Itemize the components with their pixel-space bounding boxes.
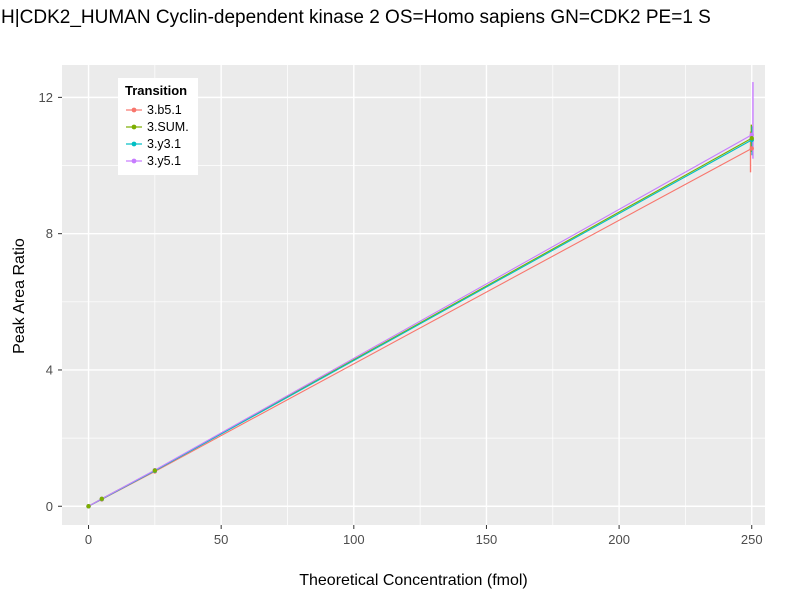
x-tick-label: 50	[214, 532, 228, 547]
data-point-3.y5.1	[749, 132, 754, 138]
y-tick-label: 8	[46, 226, 53, 241]
legend-label: 3.y5.1	[147, 153, 182, 168]
x-tick-label: 250	[741, 532, 763, 547]
legend: Transition 3.b5.1 3.SUM. 3.y3.1 3.y5.1	[118, 78, 198, 175]
y-tick-label: 12	[39, 90, 53, 105]
legend-key-icon	[125, 137, 143, 151]
legend-item-3.b5.1: 3.b5.1	[125, 101, 189, 118]
legend-label: 3.y3.1	[147, 136, 182, 151]
x-tick-label: 100	[343, 532, 365, 547]
legend-item-3.SUM.: 3.SUM.	[125, 118, 189, 135]
data-point-3.b5.1	[749, 146, 754, 151]
legend-key-icon	[125, 103, 143, 117]
y-tick-label: 0	[46, 499, 53, 514]
legend-label: 3.b5.1	[147, 102, 182, 117]
legend-item-3.y5.1: 3.y5.1	[125, 152, 189, 169]
data-point-3.SUM.	[152, 468, 158, 473]
series-line-3.y5.1	[88, 134, 753, 507]
legend-item-3.y3.1: 3.y3.1	[125, 135, 189, 152]
x-tick-label: 200	[608, 532, 630, 547]
x-axis-label: Theoretical Concentration (fmol)	[299, 572, 528, 589]
legend-key-icon	[125, 120, 143, 134]
data-point-3.SUM.	[99, 496, 104, 501]
data-point-3.SUM.	[86, 504, 91, 509]
legend-items: 3.b5.1 3.SUM. 3.y3.1 3.y5.1	[125, 101, 189, 169]
legend-title: Transition	[125, 83, 188, 98]
legend-key-icon	[125, 154, 143, 168]
data-point-3.SUM.	[749, 136, 754, 141]
plot-title: H|CDK2_HUMAN Cyclin-dependent kinase 2 O…	[1, 7, 711, 28]
legend-label: 3.SUM.	[147, 119, 189, 134]
x-tick-label: 150	[476, 532, 498, 547]
x-tick-label: 0	[85, 532, 92, 547]
y-tick-label: 4	[46, 362, 53, 377]
